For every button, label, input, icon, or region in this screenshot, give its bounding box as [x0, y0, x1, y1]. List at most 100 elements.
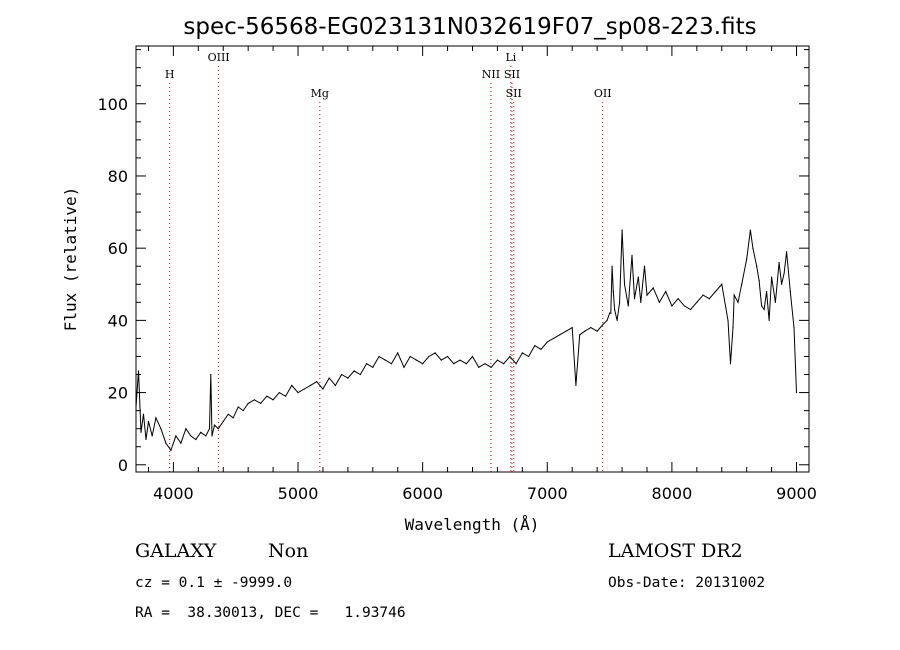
coordinates-readout: RA = 38.30013, DEC = 1.93746: [135, 605, 406, 621]
data-point: [534, 345, 536, 347]
data-point: [208, 428, 211, 430]
data-point: [278, 391, 280, 394]
y-axis-label: Flux (relative): [61, 187, 80, 332]
x-tick-label: 5000: [278, 484, 319, 503]
data-point: [637, 276, 639, 278]
data-point: [671, 305, 673, 307]
spectrum-line: [135, 230, 797, 452]
data-point: [213, 424, 216, 426]
data-point: [303, 388, 305, 390]
data-point: [211, 435, 213, 437]
data-point: [165, 442, 167, 444]
data-point: [422, 363, 424, 365]
y-tick-label: 80: [108, 167, 128, 186]
data-point: [741, 283, 743, 285]
data-point: [155, 417, 157, 419]
data-point: [210, 373, 212, 376]
line-label-sii: SII: [504, 68, 520, 81]
data-point: [758, 280, 760, 282]
data-point: [795, 391, 798, 394]
data-point: [761, 305, 763, 307]
data-point: [579, 334, 581, 336]
data-point: [284, 395, 287, 397]
data-point: [571, 326, 573, 329]
data-point: [297, 391, 299, 394]
line-label-oiii: OIII: [208, 51, 230, 64]
data-point: [708, 298, 710, 300]
data-point: [266, 395, 268, 397]
data-point: [646, 294, 648, 296]
data-point: [359, 373, 361, 376]
data-point: [217, 428, 219, 430]
data-point: [247, 402, 249, 405]
data-point: [237, 406, 239, 408]
data-point: [540, 348, 542, 350]
line-label-nii: NII: [482, 68, 500, 81]
x-tick-label: 6000: [402, 484, 443, 503]
data-point: [434, 352, 436, 354]
data-point: [584, 330, 586, 332]
plot-frame: [135, 45, 810, 473]
data-point: [137, 370, 140, 372]
data-point: [677, 298, 679, 300]
data-point: [465, 363, 467, 365]
y-tick-label: 100: [97, 95, 128, 114]
chart-title: spec-56568-EG023131N032619F07_sp08-223.f…: [183, 14, 756, 40]
data-point: [170, 449, 172, 451]
data-point: [746, 258, 748, 260]
data-point: [552, 337, 555, 340]
object-subclass: Non: [268, 540, 309, 562]
line-label-h: H: [165, 68, 175, 81]
data-point: [596, 330, 598, 332]
x-tick-label: 8000: [652, 484, 693, 503]
data-point: [606, 319, 608, 321]
y-tick-label: 40: [108, 311, 128, 330]
data-point: [590, 326, 592, 329]
data-point: [372, 366, 374, 368]
data-point: [616, 319, 618, 321]
data-point: [347, 377, 349, 379]
object-class: GALAXY: [135, 540, 217, 562]
y-tick-label: 20: [108, 384, 128, 403]
data-point: [232, 417, 234, 419]
data-point: [727, 319, 729, 321]
data-point: [260, 402, 262, 405]
data-point: [559, 334, 561, 336]
data-point: [714, 290, 717, 293]
data-point: [732, 326, 734, 329]
data-point: [353, 370, 355, 372]
data-point: [328, 377, 330, 379]
data-point: [175, 435, 177, 437]
data-point: [778, 262, 780, 264]
data-point: [789, 290, 791, 293]
data-point: [185, 428, 187, 430]
data-point: [397, 352, 399, 354]
data-point: [623, 283, 626, 285]
data-point: [696, 301, 698, 303]
data-point: [180, 442, 182, 444]
data-point: [503, 363, 505, 365]
data-point: [618, 301, 621, 303]
line-label-oii: OII: [594, 87, 612, 100]
line-label-sii: SII: [506, 87, 522, 100]
redshift-readout: cz = 0.1 ± -9999.0: [135, 575, 293, 591]
data-point: [471, 355, 474, 358]
data-point: [783, 272, 785, 275]
data-point: [459, 359, 461, 361]
data-point: [737, 301, 739, 303]
data-point: [227, 413, 229, 415]
data-point: [145, 438, 147, 441]
data-point: [272, 399, 274, 401]
data-point: [291, 384, 293, 386]
data-point: [793, 326, 795, 329]
data-point: [140, 431, 142, 433]
data-point: [205, 435, 207, 437]
data-point: [415, 359, 418, 361]
survey-name: LAMOST DR2: [608, 540, 743, 562]
data-point: [610, 312, 612, 314]
data-point: [253, 399, 255, 401]
data-point: [631, 254, 633, 256]
data-point: [752, 247, 754, 249]
data-point: [200, 431, 202, 433]
